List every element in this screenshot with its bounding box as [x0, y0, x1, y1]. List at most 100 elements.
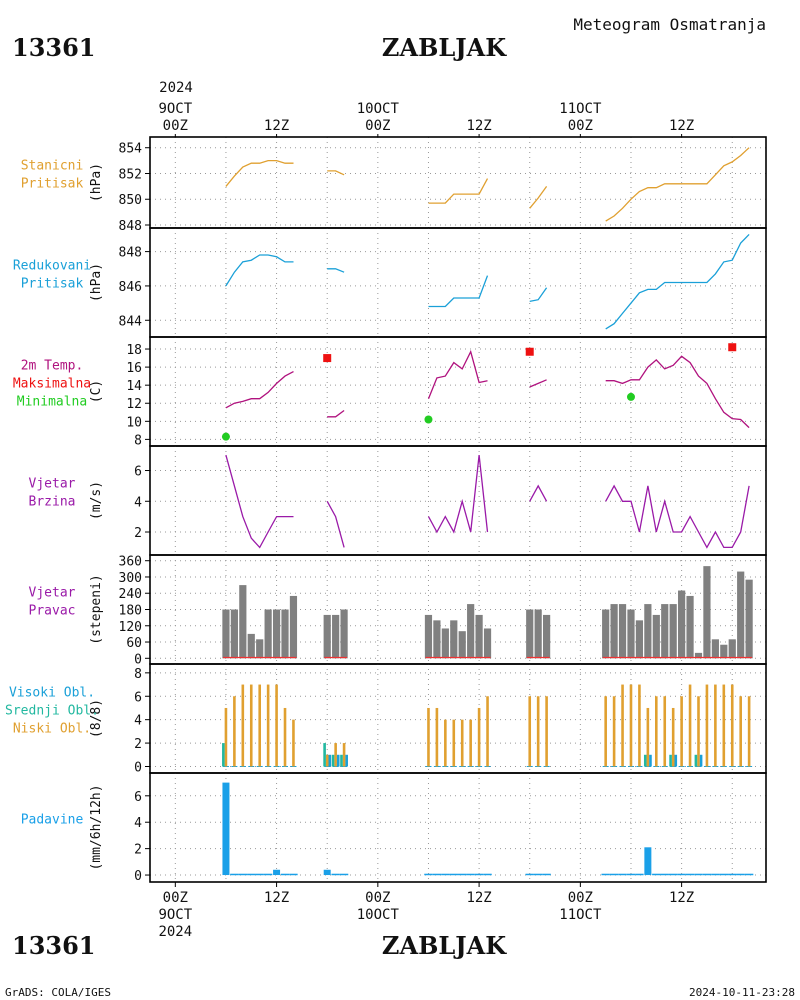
- series-line-reduced-pressure: [529, 287, 548, 303]
- panel-title-line: Visoki Obl.: [9, 686, 95, 701]
- y-tick-label: 4: [134, 714, 142, 729]
- series-line-wind-speed: [225, 454, 294, 549]
- panel-title-line: Pravac: [29, 604, 76, 619]
- time-label-bottom: 10OCT: [357, 907, 400, 923]
- marker-tmax: [728, 343, 737, 352]
- series-line-wind-speed: [529, 484, 548, 502]
- series-line-temperature: [529, 379, 547, 388]
- cloud-low-bar: [435, 707, 439, 767]
- direction-bar: [618, 604, 627, 659]
- station-name-top: ZABLJAK: [382, 33, 507, 62]
- time-label-top: 00Z: [163, 118, 188, 134]
- direction-bar: [526, 609, 534, 659]
- time-label-top: 12Z: [669, 118, 694, 134]
- marker-tmin: [221, 432, 230, 441]
- panel-clouds: 0 2 4 6 8 (8/8)Visoki Obl. Srednji Obl. Niski O…: [5, 663, 767, 775]
- precip-bar: [644, 847, 652, 876]
- panel-title-line: Vjetar: [29, 586, 76, 601]
- series-line-station-pressure: [327, 170, 345, 176]
- y-tick-label: 180: [119, 604, 142, 619]
- series-line-reduced-pressure: [327, 268, 345, 273]
- panel-wind-speed: 2 4 6 (m/s) Vjetar Brzina: [29, 445, 767, 556]
- series-line-station-pressure: [529, 186, 548, 209]
- cloud-low-bar: [249, 684, 253, 767]
- marker-tmin: [626, 392, 635, 401]
- precip-bar: [652, 873, 661, 876]
- series-line-station-pressure: [428, 178, 489, 204]
- direction-bar: [627, 609, 635, 659]
- direction-bar: [441, 628, 449, 659]
- time-label-bottom: 00Z: [163, 890, 188, 906]
- cloud-low-bar: [545, 696, 548, 767]
- time-label-bottom: 12Z: [466, 890, 491, 906]
- cloud-low-bar: [638, 684, 641, 767]
- cloud-low-bar: [452, 719, 456, 767]
- time-label-bottom: 12Z: [669, 890, 694, 906]
- panel-title-line: Minimalna: [17, 395, 87, 410]
- direction-bar: [323, 614, 331, 659]
- precip-bar: [222, 782, 230, 876]
- direction-bar: [433, 620, 441, 659]
- panel-station-pressure: 848 850 852 854 (hPa) Stanicni Pritisak: [21, 136, 767, 234]
- direction-bar: [686, 595, 694, 659]
- direction-bar: [703, 566, 711, 659]
- precip-bar: [289, 873, 298, 876]
- direction-bar: [678, 590, 686, 659]
- series-line-reduced-pressure: [605, 233, 750, 330]
- panel-precipitation: 0 2 4 6 (mm/6h/12h) Padavine: [21, 772, 767, 884]
- panel-frame: [149, 336, 767, 447]
- precip-bar: [635, 873, 644, 876]
- plot-area: [222, 782, 754, 876]
- time-label-top: 00Z: [568, 118, 593, 134]
- precip-bar: [533, 873, 543, 876]
- panel-reduced-pressure: 844 846 848 (hPa)Redukovani Pritisak: [13, 227, 767, 338]
- y-tick-label: 854: [119, 142, 143, 157]
- product-title: Meteogram Osmatranja: [573, 15, 766, 34]
- precip-bar: [719, 873, 729, 876]
- cloud-low-bar: [747, 696, 751, 767]
- series-line-reduced-pressure: [428, 275, 489, 308]
- precip-bar: [626, 873, 636, 876]
- y-tick-label: 850: [119, 193, 142, 208]
- series-line-temperature: [605, 355, 750, 429]
- precip-bar: [230, 873, 239, 876]
- panel-title-line: Pritisak: [21, 277, 84, 292]
- panel-title-line: Stanicni: [21, 159, 84, 174]
- plot-area: [225, 454, 750, 549]
- panel-title-line: Maksimalna: [13, 377, 91, 392]
- cloud-low-bar: [688, 684, 692, 767]
- direction-bar: [222, 609, 230, 659]
- precip-bar: [238, 873, 248, 876]
- precip-bar: [247, 873, 256, 876]
- y-tick-label: 848: [119, 246, 142, 261]
- cloud-low-bar: [697, 696, 700, 767]
- direction-bar: [534, 609, 542, 659]
- precip-bar: [280, 873, 290, 876]
- y-tick-label: 120: [119, 620, 142, 635]
- y-tick-label: 846: [119, 280, 142, 295]
- cloud-mid-bar: [694, 754, 698, 767]
- y-axis-label: (m/s): [89, 481, 104, 520]
- cloud-mid-bar: [323, 743, 326, 767]
- cloud-high-bar: [699, 754, 703, 767]
- panel-title-line: Redukovani: [13, 259, 91, 274]
- y-tick-label: 18: [126, 343, 142, 358]
- y-tick-label: 16: [126, 361, 142, 376]
- y-tick-label: 844: [119, 314, 143, 329]
- cloud-low-bar: [266, 684, 270, 767]
- direction-bar: [745, 579, 753, 659]
- y-tick-label: 60: [126, 636, 142, 651]
- y-tick-label: 6: [134, 690, 142, 705]
- cloud-high-bar: [345, 754, 348, 767]
- y-tick-label: 240: [119, 587, 142, 602]
- precip-bar: [331, 873, 340, 876]
- direction-bar: [450, 620, 458, 659]
- marker-tmax: [323, 354, 332, 363]
- precip-bar: [424, 873, 433, 876]
- cloud-low-bar: [680, 696, 683, 767]
- direction-bar: [424, 614, 433, 659]
- plot-area: [221, 343, 750, 441]
- cloud-low-bar: [714, 684, 717, 767]
- panel-title-line: Niski Obl.: [13, 722, 91, 737]
